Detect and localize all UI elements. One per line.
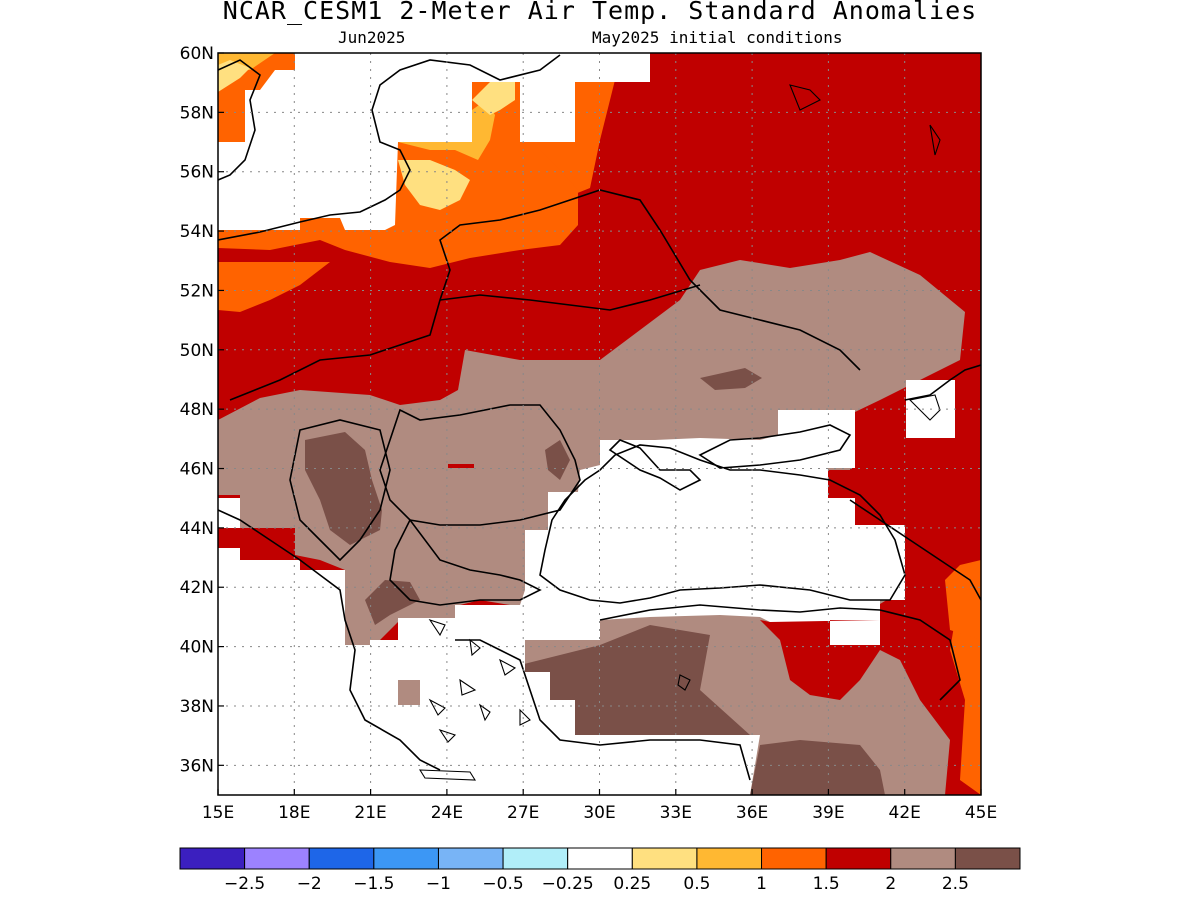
lon-tick-label: 42E: [889, 803, 921, 823]
azov-coast: [698, 424, 852, 469]
colorbar-label: −0.5: [482, 874, 523, 894]
colorbar-label: 0.25: [613, 874, 651, 894]
scandinavia-coast: [218, 59, 261, 181]
lat-tick-label: 42N: [180, 578, 214, 598]
field-red-romania: [448, 464, 474, 468]
baltic-coast: [218, 54, 561, 241]
colorbar-swatch: [761, 847, 827, 870]
lat-tick-label: 54N: [180, 222, 214, 242]
field-orange-caucasus-2: [945, 560, 981, 640]
field-dark-ukraine: [700, 368, 762, 390]
colorbar-swatch: [179, 847, 246, 870]
lat-tick-label: 52N: [180, 281, 214, 301]
lat-tick-label: 38N: [180, 697, 214, 717]
colorbar-label: 1.5: [813, 874, 840, 894]
colorbar-swatch: [244, 847, 310, 870]
border-russia-east: [904, 364, 981, 401]
crimea-coast: [608, 439, 702, 491]
field-yellow-baltic: [398, 160, 470, 210]
colorbar-swatch: [696, 847, 763, 870]
lon-tick-label: 27E: [507, 803, 539, 823]
lon-tick-label: 36E: [736, 803, 768, 823]
lat-tick-label: 50N: [180, 341, 214, 361]
field-yellow-norway: [218, 60, 250, 92]
lat-tick-label: 58N: [180, 103, 214, 123]
colorbar-swatch: [567, 847, 633, 870]
borders-north: [229, 189, 861, 401]
colorbar-swatch: [437, 847, 504, 870]
field-dark-syria: [750, 740, 885, 795]
lakes: [789, 84, 941, 421]
colorbar-label: 2.5: [942, 874, 969, 894]
colorbar-label: −1: [426, 874, 451, 894]
lat-tick-label: 48N: [180, 400, 214, 420]
anomaly-fields: [218, 53, 981, 795]
border-bulgaria: [389, 518, 542, 606]
lat-tick-label: 46N: [180, 460, 214, 480]
islands: [418, 84, 941, 781]
coastlines-and-borders: [218, 54, 981, 781]
border-romania: [379, 404, 581, 526]
colorbar-label: −2.5: [224, 874, 265, 894]
lon-tick-label: 21E: [354, 803, 386, 823]
lat-tick-label: 44N: [180, 519, 214, 539]
border-serbia: [289, 419, 391, 562]
colorbar-label: −1.5: [353, 874, 394, 894]
lat-tick-label: 56N: [180, 163, 214, 183]
field-brown-greece-cell: [398, 680, 420, 705]
lon-tick-label: 45E: [965, 803, 997, 823]
lon-tick-label: 33E: [660, 803, 692, 823]
border-belarus-ukraine: [439, 284, 701, 311]
field-orange-poland: [218, 262, 330, 312]
lat-tick-label: 36N: [180, 756, 214, 776]
mask-black-sea-south: [218, 410, 905, 795]
field-orange-caucasus: [950, 620, 981, 795]
lat-tick-label: 60N: [180, 44, 214, 64]
mask-north: [218, 53, 650, 230]
colorbar-label: 0.5: [683, 874, 710, 894]
field-dark-moldova: [545, 440, 570, 480]
colorbar-swatch: [825, 847, 892, 870]
colorbar-label: −0.25: [542, 874, 594, 894]
mask-adriatic: [218, 498, 240, 528]
colorbar-label: 1: [756, 874, 767, 894]
aegean-turkey-coast: [455, 639, 751, 781]
valid-month-label: Jun2025: [338, 28, 406, 47]
colorbar-swatch: [373, 847, 439, 870]
latitude-ticks: 60N 58N 56N 54N 52N 50N 48N 46N 44N 42N 40N 38N 36N: [180, 44, 224, 776]
colorbar-label: −2: [297, 874, 322, 894]
lon-tick-label: 30E: [583, 803, 615, 823]
aegean-islands: [418, 618, 691, 781]
colorbar-swatch: [308, 847, 375, 870]
border-turkey-north: [599, 604, 961, 701]
lat-tick-label: 40N: [180, 638, 214, 658]
adriatic-greece-coast: [218, 509, 441, 771]
colorbar-swatch: [631, 847, 698, 870]
colorbar-swatch: [890, 847, 956, 870]
lon-tick-label: 24E: [431, 803, 463, 823]
longitude-ticks: 15E 18E 21E 24E 27E 30E 33E 36E 39E 42E 45E: [202, 789, 997, 823]
field-dark-macedonia: [365, 580, 420, 625]
black-sea-coast: [539, 444, 906, 604]
colorbar-label: 2: [885, 874, 896, 894]
lon-tick-label: 18E: [278, 803, 310, 823]
lon-tick-label: 15E: [202, 803, 234, 823]
lon-tick-label: 39E: [812, 803, 844, 823]
field-dark-anatolia: [520, 625, 750, 735]
border-caucasus: [849, 499, 981, 601]
colorbar-swatch: [502, 847, 569, 870]
colorbar-swatch: [954, 847, 1021, 870]
initial-conditions-label: May2025 initial conditions: [592, 28, 843, 47]
colorbar: −2.5 −2 −1.5 −1 −0.5 −0.25 0.25 0.5 1 1.5 2 2.5: [179, 847, 1021, 894]
field-dark-serbia: [305, 432, 382, 545]
field-yellow-gulf: [472, 82, 515, 115]
chart-title: NCAR_CESM1 2-Meter Air Temp. Standard An…: [222, 0, 978, 25]
